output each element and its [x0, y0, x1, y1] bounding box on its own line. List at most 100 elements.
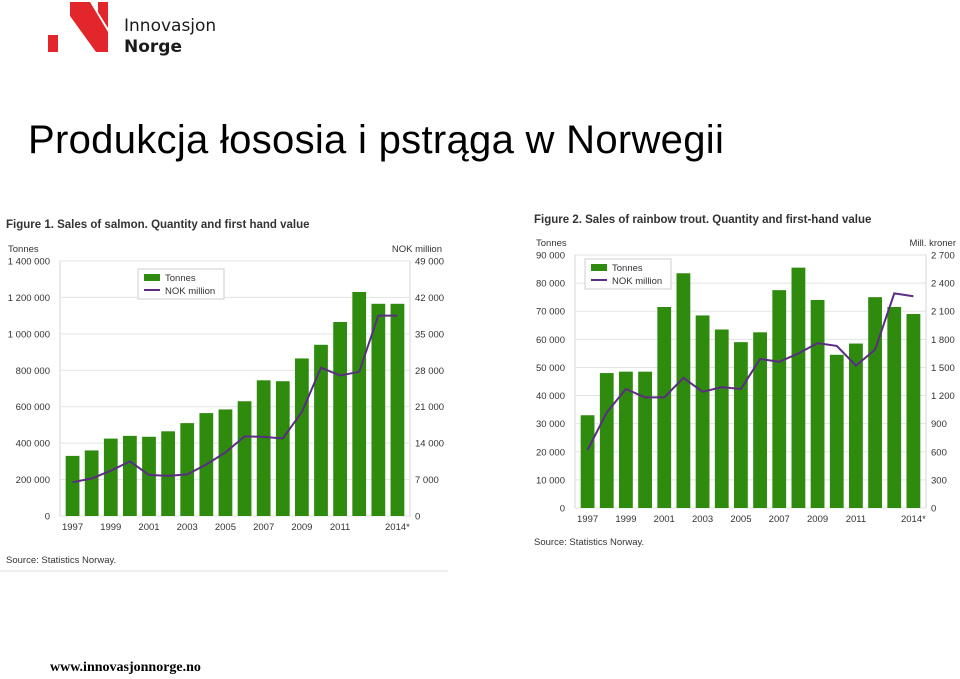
chart1-x-tick: 2005 — [215, 522, 236, 533]
chart1-y-left-tick: 1 200 000 — [8, 293, 50, 304]
footer-url: www.innovasjonnorge.no — [50, 660, 201, 675]
chart1-legend-label-tonnes: Tonnes — [165, 273, 196, 284]
chart2-plot-area — [574, 254, 927, 509]
chart1-x-tick: 2001 — [138, 522, 159, 533]
chart1-bar — [123, 435, 137, 516]
chart2-x-tick: 2001 — [654, 514, 675, 525]
chart1-y-left-tick: 600 000 — [16, 402, 50, 413]
chart1-y-left-tick: 1 000 000 — [8, 329, 50, 340]
chart2-y-left-tick: 50 000 — [536, 363, 565, 374]
chart1-y-right-tick: 21 000 — [415, 402, 444, 413]
chart2-legend-label-nok: NOK million — [612, 276, 662, 287]
chart2-y-right-tick: 2 400 — [931, 279, 955, 290]
salmon-chart: Figure 1. Sales of salmon. Quantity and … — [0, 219, 448, 572]
chart1-bar — [180, 423, 195, 516]
chart2-bar — [810, 299, 825, 508]
chart2-y-right-tick: 900 — [931, 419, 947, 430]
chart1-x-tick: 2014* — [385, 522, 410, 533]
chart1-bar — [352, 291, 367, 516]
chart1-bar — [333, 322, 347, 516]
chart2-y-right-tick: 1 200 — [931, 391, 955, 402]
chart1-bar — [295, 358, 309, 516]
logo-text-line1: Innovasjon — [124, 16, 217, 36]
chart1-y-right-tick: 28 000 — [415, 366, 444, 377]
chart1-bar — [161, 431, 175, 516]
chart1-y-left-tick: 1 400 000 — [8, 257, 50, 268]
chart2-y-right-tick: 2 100 — [931, 307, 955, 318]
chart2-bar — [695, 315, 710, 508]
chart2-y-left-tick: 10 000 — [536, 475, 565, 486]
chart1-y-left-tick: 0 — [45, 512, 50, 523]
chart1-x-tick: 1999 — [100, 522, 121, 533]
chart2-y-left-tick: 20 000 — [536, 447, 565, 458]
chart2-x-tick: 1997 — [577, 514, 598, 525]
chart1-legend-bar-swatch — [144, 274, 160, 281]
chart2-x-tick: 2014* — [901, 514, 926, 525]
chart1-y-left-label: Tonnes — [8, 244, 39, 255]
chart2-y-right-tick: 0 — [931, 504, 936, 515]
chart2-series-line — [586, 292, 914, 451]
chart1-y-right-tick: 49 000 — [415, 257, 444, 268]
chart2-bar — [599, 373, 614, 508]
chart2-bar — [619, 371, 633, 508]
slide-title: Produkcja łososia i pstrąga w Norwegii — [28, 118, 725, 162]
chart1-x-tick: 2003 — [177, 522, 198, 533]
chart1-x-tick: 1997 — [62, 522, 83, 533]
chart2-bar — [676, 273, 691, 508]
chart2-y-left-tick: 0 — [560, 504, 565, 515]
chart1-bar — [314, 344, 328, 516]
chart2-bar — [829, 354, 844, 508]
chart1-y-right-tick: 7 000 — [415, 475, 439, 486]
chart2-bar — [906, 314, 921, 508]
chart2-bar — [657, 307, 672, 508]
chart2-legend-label-tonnes: Tonnes — [612, 263, 643, 274]
chart2-y-right-tick: 1 500 — [931, 363, 955, 374]
chart2-bar — [753, 332, 767, 508]
chart1-x-tick: 2009 — [291, 522, 312, 533]
chart1-bar — [390, 303, 405, 516]
chart1-bar — [103, 438, 118, 516]
chart2-bar — [868, 297, 882, 508]
chart1-bar — [371, 303, 386, 516]
logo-mark-icon — [48, 2, 108, 52]
chart2-y-left-label: Tonnes — [536, 238, 567, 249]
chart1-x-tick: 2011 — [330, 522, 350, 533]
chart1-y-right-tick: 35 000 — [415, 329, 444, 340]
chart2-x-tick: 1999 — [615, 514, 636, 525]
chart2-y-right-tick: 1 800 — [931, 335, 955, 346]
chart1-bar — [65, 455, 80, 516]
chart2-bar — [638, 371, 652, 508]
chart2-y-right-tick: 2 700 — [931, 251, 955, 262]
chart1-bar — [218, 409, 233, 516]
chart1-y-left-tick: 800 000 — [16, 366, 50, 377]
chart1-y-left-tick: 200 000 — [16, 475, 50, 486]
chart2-y-left-tick: 80 000 — [536, 279, 565, 290]
chart2-x-tick: 2011 — [846, 514, 866, 525]
trout-chart: Figure 2. Sales of rainbow trout. Quanti… — [534, 214, 956, 548]
chart2-x-tick: 2005 — [730, 514, 751, 525]
chart2-y-right-tick: 300 — [931, 475, 947, 486]
chart1-y-right-tick: 0 — [415, 512, 420, 523]
chart1-title: Figure 1. Sales of salmon. Quantity and … — [6, 219, 310, 231]
chart2-title: Figure 2. Sales of rainbow trout. Quanti… — [534, 214, 871, 226]
chart2-y-left-tick: 60 000 — [536, 335, 565, 346]
chart2-y-left-tick: 30 000 — [536, 419, 565, 430]
chart1-plot-area — [59, 260, 411, 517]
chart2-x-tick: 2009 — [807, 514, 828, 525]
chart2-bar — [791, 267, 806, 508]
chart1-bar — [237, 401, 252, 516]
chart2-source: Source: Statistics Norway. — [534, 537, 644, 548]
chart2-x-tick: 2003 — [692, 514, 713, 525]
chart1-y-right-tick: 42 000 — [415, 293, 444, 304]
chart1-y-left-tick: 400 000 — [16, 439, 50, 450]
innovasjon-norge-logo — [48, 2, 228, 58]
chart2-bar — [772, 290, 787, 508]
chart1-series-line — [72, 314, 398, 484]
chart1-bar — [84, 450, 99, 516]
logo-text-line2: Norge — [124, 37, 182, 57]
chart2-bar — [714, 329, 729, 508]
chart1-bar — [142, 436, 156, 516]
chart1-y-right-label: NOK million — [392, 244, 442, 255]
chart2-bar — [887, 307, 902, 508]
chart2-legend-bar-swatch — [591, 264, 607, 271]
